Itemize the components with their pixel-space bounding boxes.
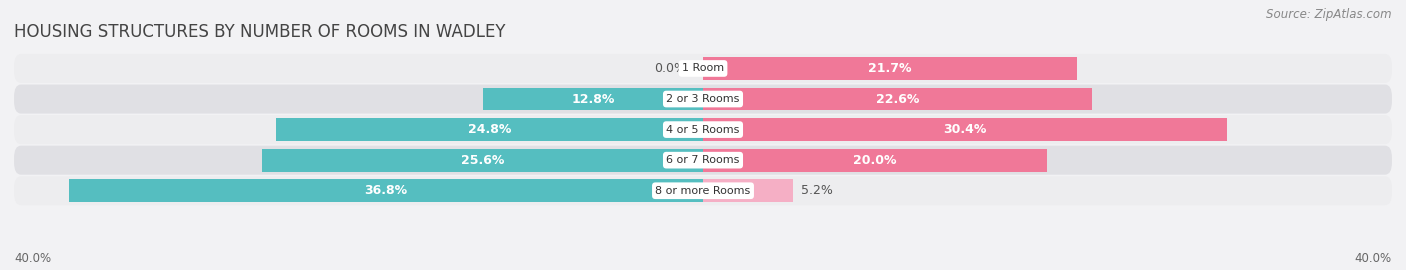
Text: 5.2%: 5.2% — [801, 184, 832, 197]
Text: 2 or 3 Rooms: 2 or 3 Rooms — [666, 94, 740, 104]
Bar — [482, 87, 703, 110]
Text: HOUSING STRUCTURES BY NUMBER OF ROOMS IN WADLEY: HOUSING STRUCTURES BY NUMBER OF ROOMS IN… — [14, 23, 506, 42]
Text: 6 or 7 Rooms: 6 or 7 Rooms — [666, 155, 740, 165]
Text: 40.0%: 40.0% — [14, 252, 51, 265]
Text: 12.8%: 12.8% — [571, 93, 614, 106]
Text: 36.8%: 36.8% — [364, 184, 408, 197]
FancyBboxPatch shape — [14, 115, 1392, 144]
Text: 4 or 5 Rooms: 4 or 5 Rooms — [666, 124, 740, 135]
Text: 22.6%: 22.6% — [876, 93, 920, 106]
FancyBboxPatch shape — [14, 85, 1392, 114]
Text: 24.8%: 24.8% — [468, 123, 512, 136]
Bar — [69, 179, 703, 202]
Text: 21.7%: 21.7% — [868, 62, 911, 75]
Text: 30.4%: 30.4% — [943, 123, 987, 136]
Text: 8 or more Rooms: 8 or more Rooms — [655, 186, 751, 196]
Bar — [276, 118, 703, 141]
Bar — [703, 87, 1092, 110]
Text: 0.0%: 0.0% — [654, 62, 686, 75]
Text: 25.6%: 25.6% — [461, 154, 505, 167]
Bar — [703, 118, 1226, 141]
FancyBboxPatch shape — [14, 146, 1392, 175]
FancyBboxPatch shape — [14, 176, 1392, 205]
Bar — [703, 149, 1047, 172]
Text: Source: ZipAtlas.com: Source: ZipAtlas.com — [1267, 8, 1392, 21]
Bar — [262, 149, 703, 172]
Text: 40.0%: 40.0% — [1355, 252, 1392, 265]
Bar — [703, 179, 793, 202]
Text: 20.0%: 20.0% — [853, 154, 897, 167]
Bar — [703, 57, 1077, 80]
FancyBboxPatch shape — [14, 54, 1392, 83]
Text: 1 Room: 1 Room — [682, 63, 724, 73]
